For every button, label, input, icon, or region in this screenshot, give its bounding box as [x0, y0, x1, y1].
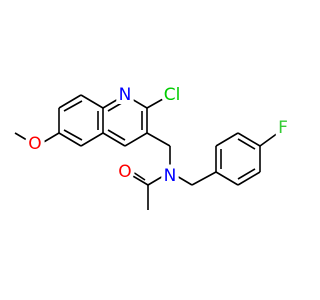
atom-label: N [119, 85, 132, 105]
atom-label: O [28, 134, 41, 154]
atom-label: Cl [164, 85, 181, 105]
atom-label: O [118, 162, 131, 182]
bonds [14, 94, 283, 210]
structure-diagram: N Cl O O N F [14, 81, 292, 210]
atom-label: F [278, 118, 288, 138]
atom-label: N [164, 166, 177, 186]
atom-labels: N Cl O O N F [24, 81, 292, 190]
